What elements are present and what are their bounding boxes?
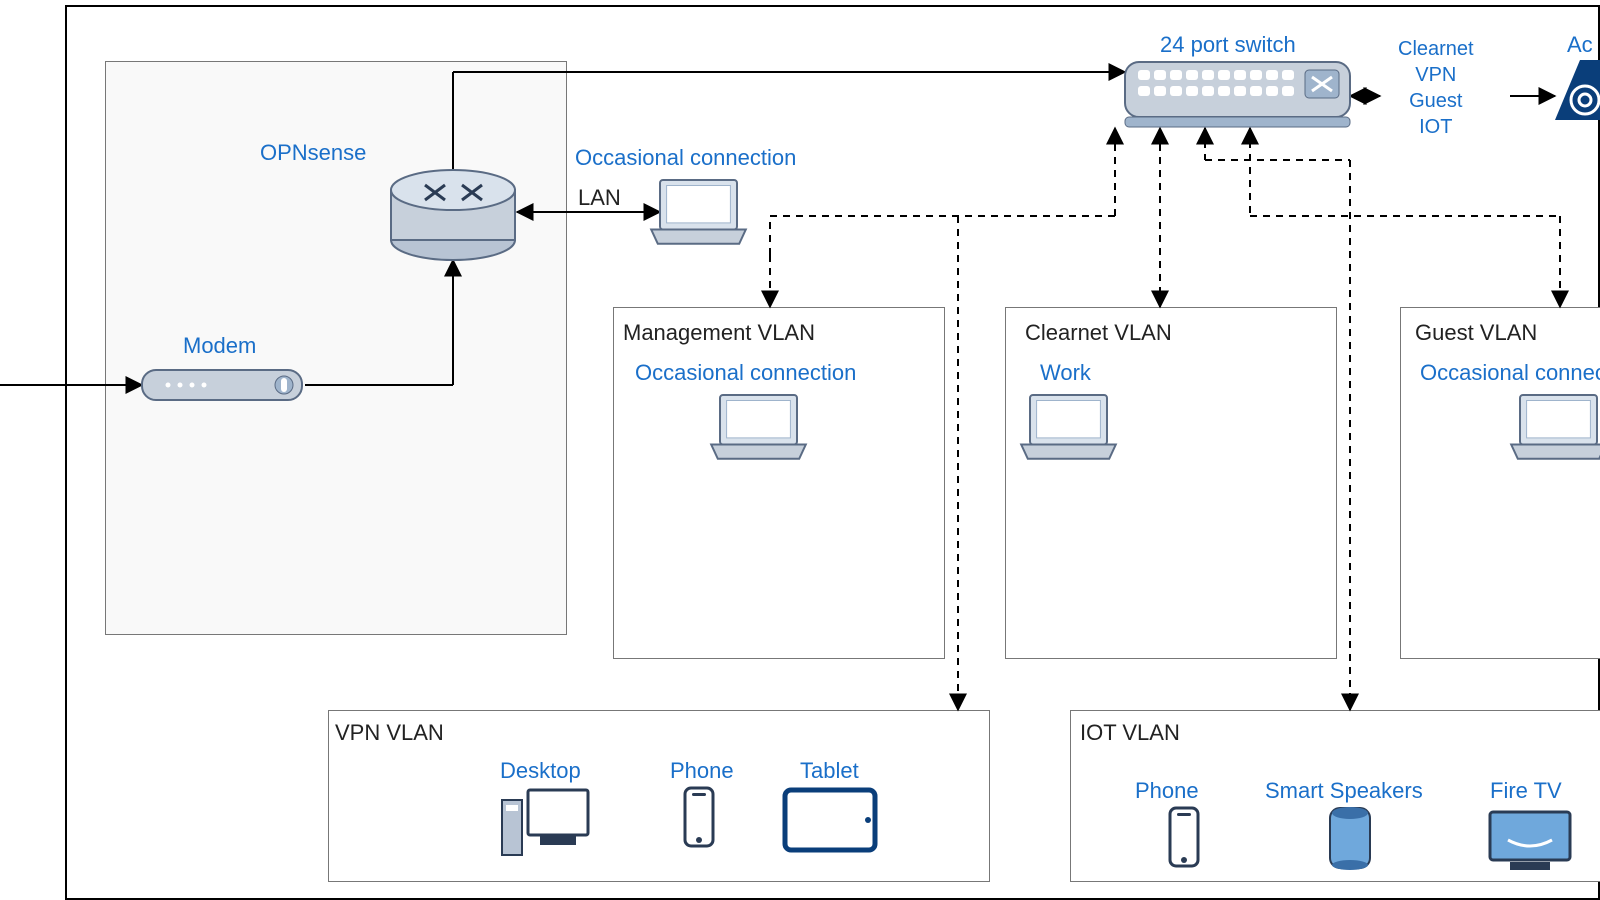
tablet-icon — [785, 790, 875, 850]
laptop-icon — [651, 180, 746, 244]
access-point-icon — [1555, 60, 1600, 120]
firetv-icon — [1490, 812, 1570, 870]
modem-icon — [142, 370, 302, 400]
laptop-icon — [1021, 395, 1116, 459]
vpn-phone-icon — [685, 788, 713, 846]
router-icon — [391, 170, 515, 260]
desktop-icon — [502, 790, 588, 855]
iot-phone-icon — [1170, 808, 1198, 866]
laptop-icon — [1511, 395, 1600, 459]
laptop-icon — [711, 395, 806, 459]
smart-speaker-icon — [1330, 807, 1370, 870]
switch-icon — [1125, 62, 1350, 127]
svg-layer — [0, 0, 1600, 900]
diagram-canvas: OPNsense Management VLAN Occasional conn… — [0, 0, 1600, 900]
